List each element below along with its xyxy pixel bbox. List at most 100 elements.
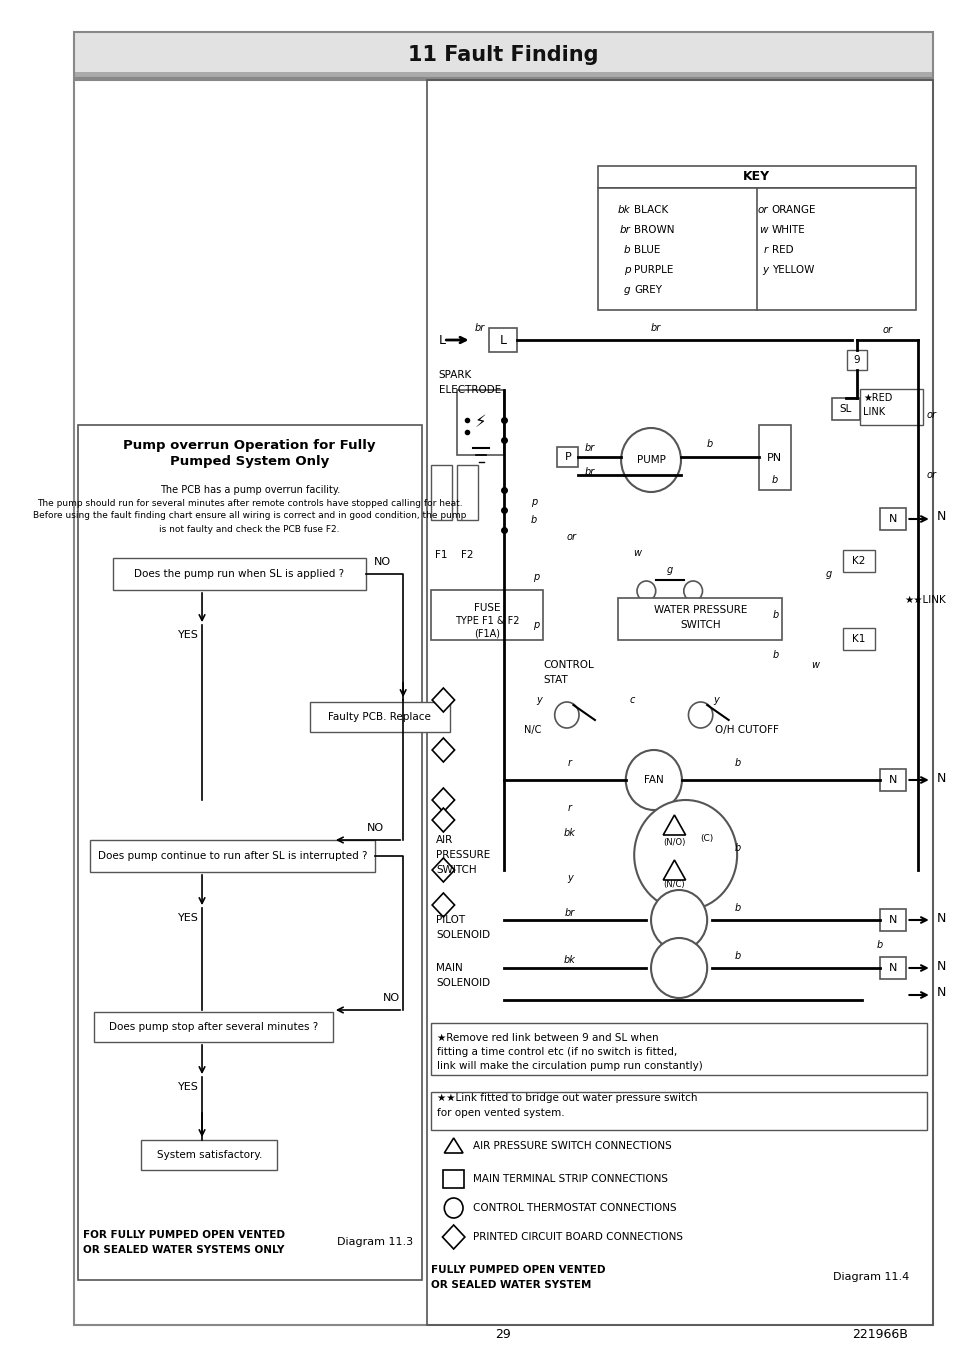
Text: SL: SL xyxy=(839,404,851,413)
Text: CONTROL: CONTROL xyxy=(543,661,594,670)
Text: p: p xyxy=(533,620,538,630)
Circle shape xyxy=(620,428,680,492)
Text: YES: YES xyxy=(177,1082,198,1092)
Polygon shape xyxy=(662,861,685,880)
Text: br: br xyxy=(584,443,595,453)
Text: w: w xyxy=(759,226,767,235)
Text: ⚡: ⚡ xyxy=(475,413,486,431)
Text: N: N xyxy=(936,771,944,785)
Text: Pumped System Only: Pumped System Only xyxy=(170,455,329,469)
FancyBboxPatch shape xyxy=(880,909,905,931)
Text: b: b xyxy=(876,940,882,950)
Text: KEY: KEY xyxy=(742,170,769,184)
Text: WHITE: WHITE xyxy=(771,226,804,235)
Polygon shape xyxy=(432,788,455,812)
Text: N: N xyxy=(936,912,944,924)
Text: L: L xyxy=(438,334,445,346)
Text: LINK: LINK xyxy=(862,407,884,417)
Text: N: N xyxy=(888,513,897,524)
Text: NO: NO xyxy=(366,823,383,834)
Text: p: p xyxy=(533,571,538,582)
Text: 9: 9 xyxy=(853,355,860,365)
Text: CONTROL THERMOSTAT CONNECTIONS: CONTROL THERMOSTAT CONNECTIONS xyxy=(473,1202,677,1213)
Text: Diagram 11.4: Diagram 11.4 xyxy=(832,1273,908,1282)
Text: PRINTED CIRCUIT BOARD CONNECTIONS: PRINTED CIRCUIT BOARD CONNECTIONS xyxy=(473,1232,682,1242)
Text: WATER PRESSURE: WATER PRESSURE xyxy=(653,605,746,615)
Circle shape xyxy=(637,581,655,601)
Text: b: b xyxy=(623,245,630,255)
Text: b: b xyxy=(771,476,777,485)
Text: SOLENOID: SOLENOID xyxy=(436,978,490,988)
Text: SWITCH: SWITCH xyxy=(436,865,476,875)
FancyBboxPatch shape xyxy=(831,399,859,420)
FancyBboxPatch shape xyxy=(758,426,791,490)
Text: FOR FULLY PUMPED OPEN VENTED: FOR FULLY PUMPED OPEN VENTED xyxy=(83,1229,285,1240)
Text: b: b xyxy=(734,951,740,961)
FancyBboxPatch shape xyxy=(456,390,503,455)
FancyBboxPatch shape xyxy=(73,32,932,78)
FancyBboxPatch shape xyxy=(456,465,477,520)
Text: g: g xyxy=(666,565,672,576)
Text: FULLY PUMPED OPEN VENTED: FULLY PUMPED OPEN VENTED xyxy=(431,1265,605,1275)
Text: or: or xyxy=(882,326,892,335)
Text: y: y xyxy=(761,265,767,276)
Text: System satisfactory.: System satisfactory. xyxy=(156,1150,262,1161)
Text: Diagram 11.3: Diagram 11.3 xyxy=(336,1238,413,1247)
Text: Before using the fault finding chart ensure all wiring is correct and in good co: Before using the fault finding chart ens… xyxy=(33,512,466,520)
Text: p: p xyxy=(623,265,630,276)
FancyBboxPatch shape xyxy=(880,957,905,979)
Text: The pump should run for several minutes after remote controls have stopped calli: The pump should run for several minutes … xyxy=(37,499,462,508)
Text: w: w xyxy=(633,549,640,558)
Text: F2: F2 xyxy=(461,550,474,561)
Text: Faulty PCB. Replace: Faulty PCB. Replace xyxy=(328,712,431,721)
FancyBboxPatch shape xyxy=(431,590,543,640)
FancyBboxPatch shape xyxy=(598,166,915,188)
Text: N: N xyxy=(936,986,944,1000)
FancyBboxPatch shape xyxy=(880,508,905,530)
Text: Does the pump run when SL is applied ?: Does the pump run when SL is applied ? xyxy=(134,569,344,580)
Text: STAT: STAT xyxy=(543,676,568,685)
Text: PUMP: PUMP xyxy=(636,455,665,465)
Text: K1: K1 xyxy=(851,634,864,644)
Text: y: y xyxy=(713,694,719,705)
Text: N: N xyxy=(936,511,944,523)
Text: 29: 29 xyxy=(495,1328,511,1342)
Text: 11 Fault Finding: 11 Fault Finding xyxy=(408,45,598,65)
Text: or: or xyxy=(925,409,936,420)
Text: y: y xyxy=(566,873,572,884)
Text: r: r xyxy=(567,802,571,813)
FancyBboxPatch shape xyxy=(443,1170,463,1188)
Text: O/H CUTOFF: O/H CUTOFF xyxy=(715,725,779,735)
Text: GREY: GREY xyxy=(634,285,661,295)
Polygon shape xyxy=(662,815,685,835)
Text: N: N xyxy=(888,775,897,785)
Text: 221966B: 221966B xyxy=(851,1328,907,1342)
Text: PURPLE: PURPLE xyxy=(634,265,673,276)
FancyBboxPatch shape xyxy=(90,840,375,871)
Text: ★★LINK: ★★LINK xyxy=(903,594,945,605)
Circle shape xyxy=(625,750,681,811)
Text: NO: NO xyxy=(383,993,400,1002)
Circle shape xyxy=(650,890,706,950)
Text: (N/O): (N/O) xyxy=(662,838,685,847)
Text: FUSE: FUSE xyxy=(474,603,500,613)
FancyBboxPatch shape xyxy=(845,350,866,370)
Text: r: r xyxy=(763,245,767,255)
FancyBboxPatch shape xyxy=(557,447,578,467)
Text: N/C: N/C xyxy=(523,725,540,735)
FancyBboxPatch shape xyxy=(841,550,874,571)
FancyBboxPatch shape xyxy=(113,558,365,590)
Text: br: br xyxy=(564,908,575,917)
Text: br: br xyxy=(584,467,595,477)
Text: PRESSURE: PRESSURE xyxy=(436,850,490,861)
Text: b: b xyxy=(772,611,778,620)
Text: ★★Link fitted to bridge out water pressure switch: ★★Link fitted to bridge out water pressu… xyxy=(436,1093,697,1102)
Text: y: y xyxy=(536,694,541,705)
Text: b: b xyxy=(734,843,740,852)
Circle shape xyxy=(634,800,737,911)
Text: N: N xyxy=(888,915,897,925)
Text: w: w xyxy=(810,661,818,670)
Text: g: g xyxy=(824,569,831,580)
Text: YES: YES xyxy=(177,913,198,923)
Text: b: b xyxy=(706,439,712,449)
